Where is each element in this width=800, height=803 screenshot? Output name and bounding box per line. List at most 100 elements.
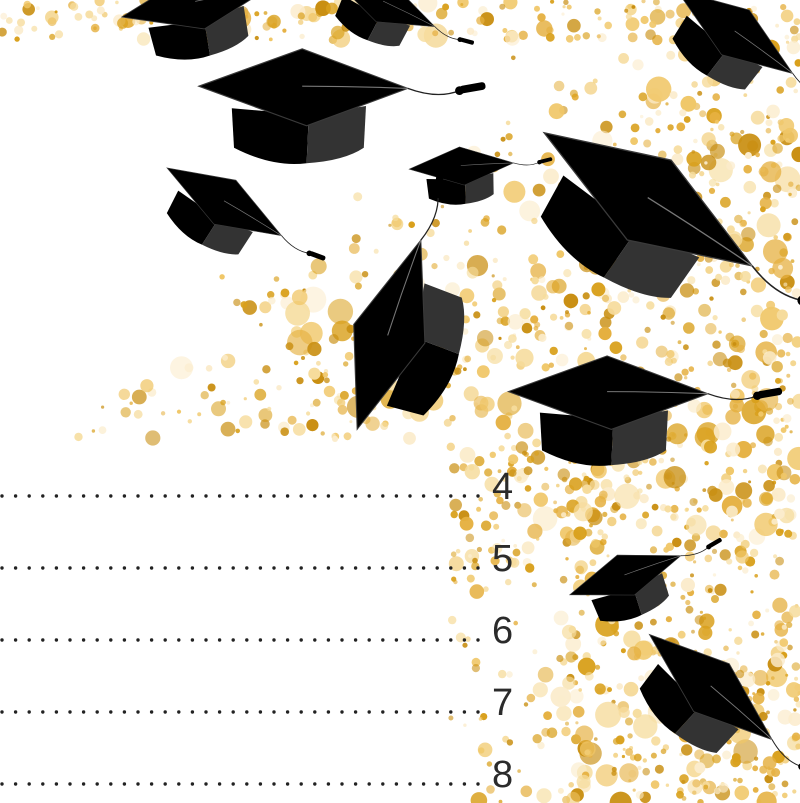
confetti-dot <box>431 263 438 270</box>
confetti-dot <box>323 385 336 398</box>
confetti-dot <box>498 336 502 340</box>
confetti-dot <box>786 494 796 503</box>
page-number: 6 <box>492 610 514 652</box>
confetti-dot <box>513 620 518 626</box>
confetti-dot <box>676 122 686 132</box>
graduation-caps <box>120 0 800 771</box>
confetti-dot <box>713 422 732 441</box>
confetti-dot <box>602 511 608 517</box>
confetti-dot <box>466 574 475 583</box>
confetti-dot <box>696 507 702 513</box>
confetti-dot <box>349 270 363 284</box>
confetti-dot <box>451 576 457 582</box>
confetti-dot <box>709 143 725 159</box>
confetti-dot <box>510 444 518 452</box>
confetti-dot <box>417 26 433 42</box>
confetti-dot <box>712 93 720 101</box>
confetti-dot <box>633 714 658 739</box>
confetti-dot <box>697 90 703 96</box>
confetti-dot <box>133 409 143 419</box>
confetti-dot <box>690 573 694 578</box>
confetti-dot <box>504 340 513 350</box>
confetti-dot <box>557 787 564 794</box>
confetti-dot <box>707 485 718 496</box>
confetti-dot <box>795 33 800 41</box>
confetti-dot <box>780 427 787 433</box>
confetti-dot <box>292 423 306 436</box>
confetti-dot <box>187 419 192 424</box>
confetti-dot <box>725 409 741 425</box>
confetti-dot <box>583 475 590 482</box>
graduation-cap-icon <box>166 167 326 261</box>
confetti-dot <box>752 610 761 620</box>
confetti-dot <box>530 315 539 324</box>
confetti-dot <box>561 476 568 483</box>
confetti-dot <box>563 0 569 5</box>
confetti-dot <box>698 303 711 317</box>
confetti-dot <box>496 496 504 505</box>
confetti-dot <box>616 683 623 690</box>
graduation-cap-icon <box>506 355 783 466</box>
confetti-dot <box>541 363 550 372</box>
page-number: 5 <box>492 538 514 580</box>
confetti-dot <box>702 505 709 512</box>
confetti-dot <box>597 529 604 536</box>
confetti-dot <box>459 288 475 304</box>
confetti-dot <box>673 145 683 154</box>
confetti-dot <box>649 458 657 466</box>
confetti-dot <box>775 556 784 566</box>
confetti-dot <box>575 565 585 574</box>
toc-row: 7 <box>0 679 800 727</box>
confetti-dot <box>718 479 735 495</box>
confetti-dot <box>723 645 729 652</box>
toc-row: 6 <box>0 607 800 655</box>
confetti-dot <box>253 379 260 385</box>
confetti-dot <box>472 301 478 307</box>
confetti-dot <box>595 701 622 728</box>
confetti-dot <box>478 717 483 721</box>
graduation-cap-icon <box>120 0 272 60</box>
confetti-dot <box>287 329 313 356</box>
confetti-dot <box>765 407 774 415</box>
confetti-dot <box>306 419 319 432</box>
confetti-dot <box>90 23 100 33</box>
confetti-dot <box>670 504 679 513</box>
confetti-dot <box>69 2 79 11</box>
confetti-dot <box>630 123 640 133</box>
confetti-dot <box>670 457 675 463</box>
confetti-dot <box>693 138 698 144</box>
confetti-dot <box>671 481 675 485</box>
confetti-dot <box>627 733 633 739</box>
confetti-dot <box>565 636 582 652</box>
confetti-dot <box>136 32 151 46</box>
confetti-dot <box>758 711 768 721</box>
confetti-dot <box>775 377 781 384</box>
confetti-dot <box>770 198 779 208</box>
confetti-dot <box>618 706 630 719</box>
confetti-dot <box>778 264 783 270</box>
confetti-dot <box>783 282 788 287</box>
confetti-dot <box>638 675 645 682</box>
confetti-dot <box>749 548 759 558</box>
confetti-dot <box>502 28 508 33</box>
confetti-dot <box>527 523 543 539</box>
confetti-dot <box>742 498 752 508</box>
confetti-dot <box>786 621 793 629</box>
confetti-dot <box>490 556 500 566</box>
confetti-dot <box>267 406 272 411</box>
confetti-dot <box>98 426 107 434</box>
confetti-dot <box>550 313 558 321</box>
confetti-dot <box>793 696 800 702</box>
confetti-dot <box>718 330 722 334</box>
confetti-dot <box>728 628 732 632</box>
dot-leader <box>0 566 480 570</box>
confetti-dot <box>298 19 304 25</box>
confetti-dot <box>707 360 713 367</box>
confetti-dot <box>612 142 617 147</box>
confetti-dot <box>671 153 684 166</box>
confetti-dot <box>476 506 482 512</box>
confetti-dot <box>629 683 639 693</box>
confetti-dot <box>689 171 696 179</box>
confetti-dot <box>448 556 464 572</box>
confetti-dot <box>532 438 541 448</box>
